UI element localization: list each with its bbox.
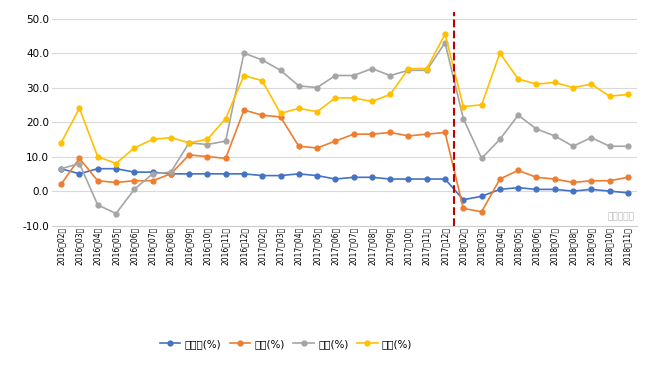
Legend: 洗衣机(%), 冰筱(%), 空调(%), 彩电(%): 洗衣机(%), 冰筱(%), 空调(%), 彩电(%) (155, 335, 417, 353)
Text: 力顺不锈鉢: 力顺不锈鉢 (607, 212, 634, 221)
